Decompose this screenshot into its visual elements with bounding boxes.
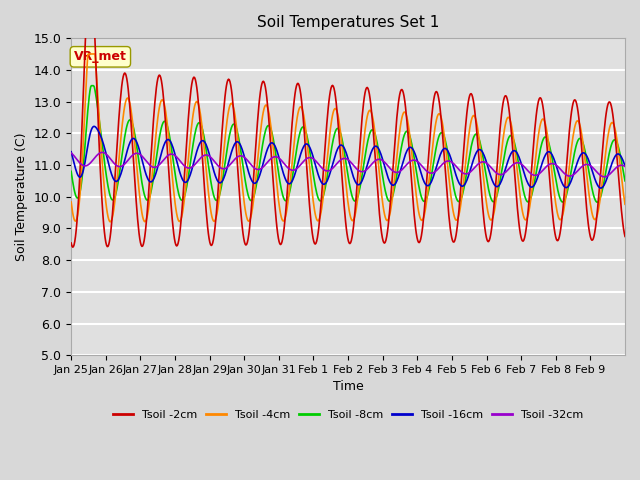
- Title: Soil Temperatures Set 1: Soil Temperatures Set 1: [257, 15, 439, 30]
- Y-axis label: Soil Temperature (C): Soil Temperature (C): [15, 132, 28, 261]
- X-axis label: Time: Time: [333, 381, 364, 394]
- Legend: Tsoil -2cm, Tsoil -4cm, Tsoil -8cm, Tsoil -16cm, Tsoil -32cm: Tsoil -2cm, Tsoil -4cm, Tsoil -8cm, Tsoi…: [109, 405, 588, 424]
- Text: VR_met: VR_met: [74, 50, 127, 63]
